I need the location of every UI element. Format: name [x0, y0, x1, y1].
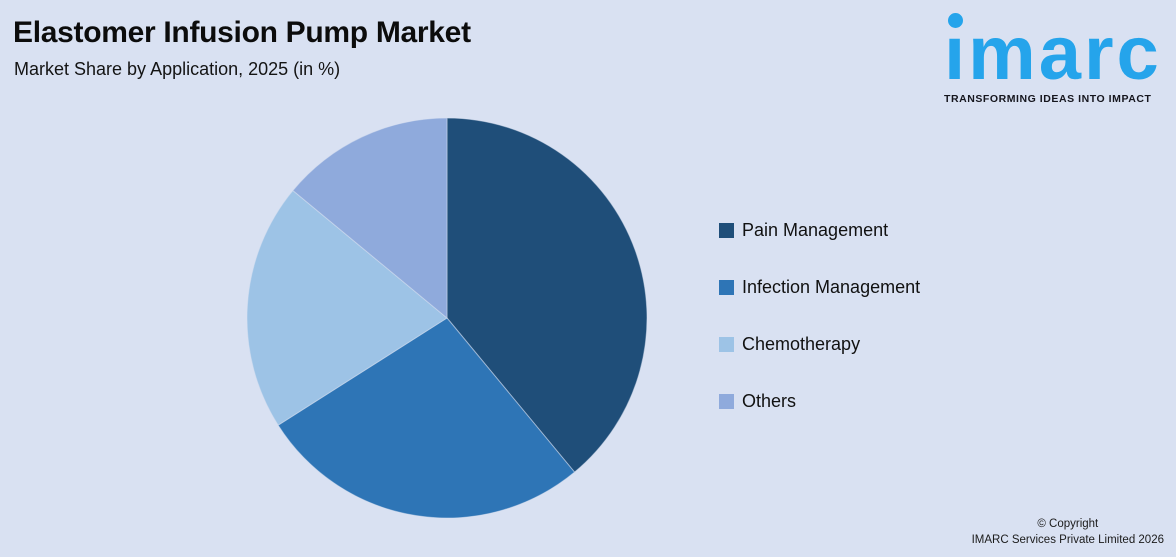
pie-chart-svg — [247, 118, 647, 518]
legend-item-others: Others — [719, 391, 920, 411]
logo-dot-icon — [948, 13, 963, 28]
legend: Pain Management Infection Management Che… — [719, 220, 921, 451]
legend-marker-icon — [719, 337, 734, 352]
page-subtitle: Market Share by Application, 2025 (in %) — [14, 59, 341, 79]
legend-marker-icon — [719, 223, 734, 238]
imarc-wordmark-text: ımarc — [944, 11, 1162, 96]
imarc-wordmark: ımarc — [944, 13, 1170, 92]
imarc-logo: ımarc TRANSFORMING IDEAS INTO IMPACT — [944, 4, 1170, 105]
page-title: Elastomer Infusion Pump Market — [13, 16, 471, 49]
legend-item-chemotherapy: Chemotherapy — [719, 334, 920, 354]
legend-marker-icon — [719, 280, 734, 295]
pie-slice-infection-management — [277, 317, 576, 518]
pie-chart — [247, 118, 647, 518]
copyright: © Copyright IMARC Services Private Limit… — [972, 516, 1164, 548]
legend-item-label: Others — [742, 391, 797, 411]
pie-slice-pain-management — [446, 118, 647, 473]
pie-slice-others — [292, 118, 448, 320]
logo-tagline: TRANSFORMING IDEAS INTO IMPACT — [944, 93, 1152, 105]
copyright-line1: © Copyright — [1037, 518, 1099, 530]
legend-item-infection-management: Infection Management — [719, 277, 921, 297]
legend-item-pain-management: Pain Management — [719, 220, 920, 240]
legend-item-label: Chemotherapy — [742, 334, 861, 354]
legend-item-label: Pain Management — [742, 220, 889, 240]
legend-marker-icon — [719, 394, 734, 409]
legend-item-label: Infection Management — [742, 277, 921, 297]
pie-slice-chemotherapy — [247, 189, 448, 426]
copyright-line2: IMARC Services Private Limited 2026 — [971, 534, 1164, 546]
